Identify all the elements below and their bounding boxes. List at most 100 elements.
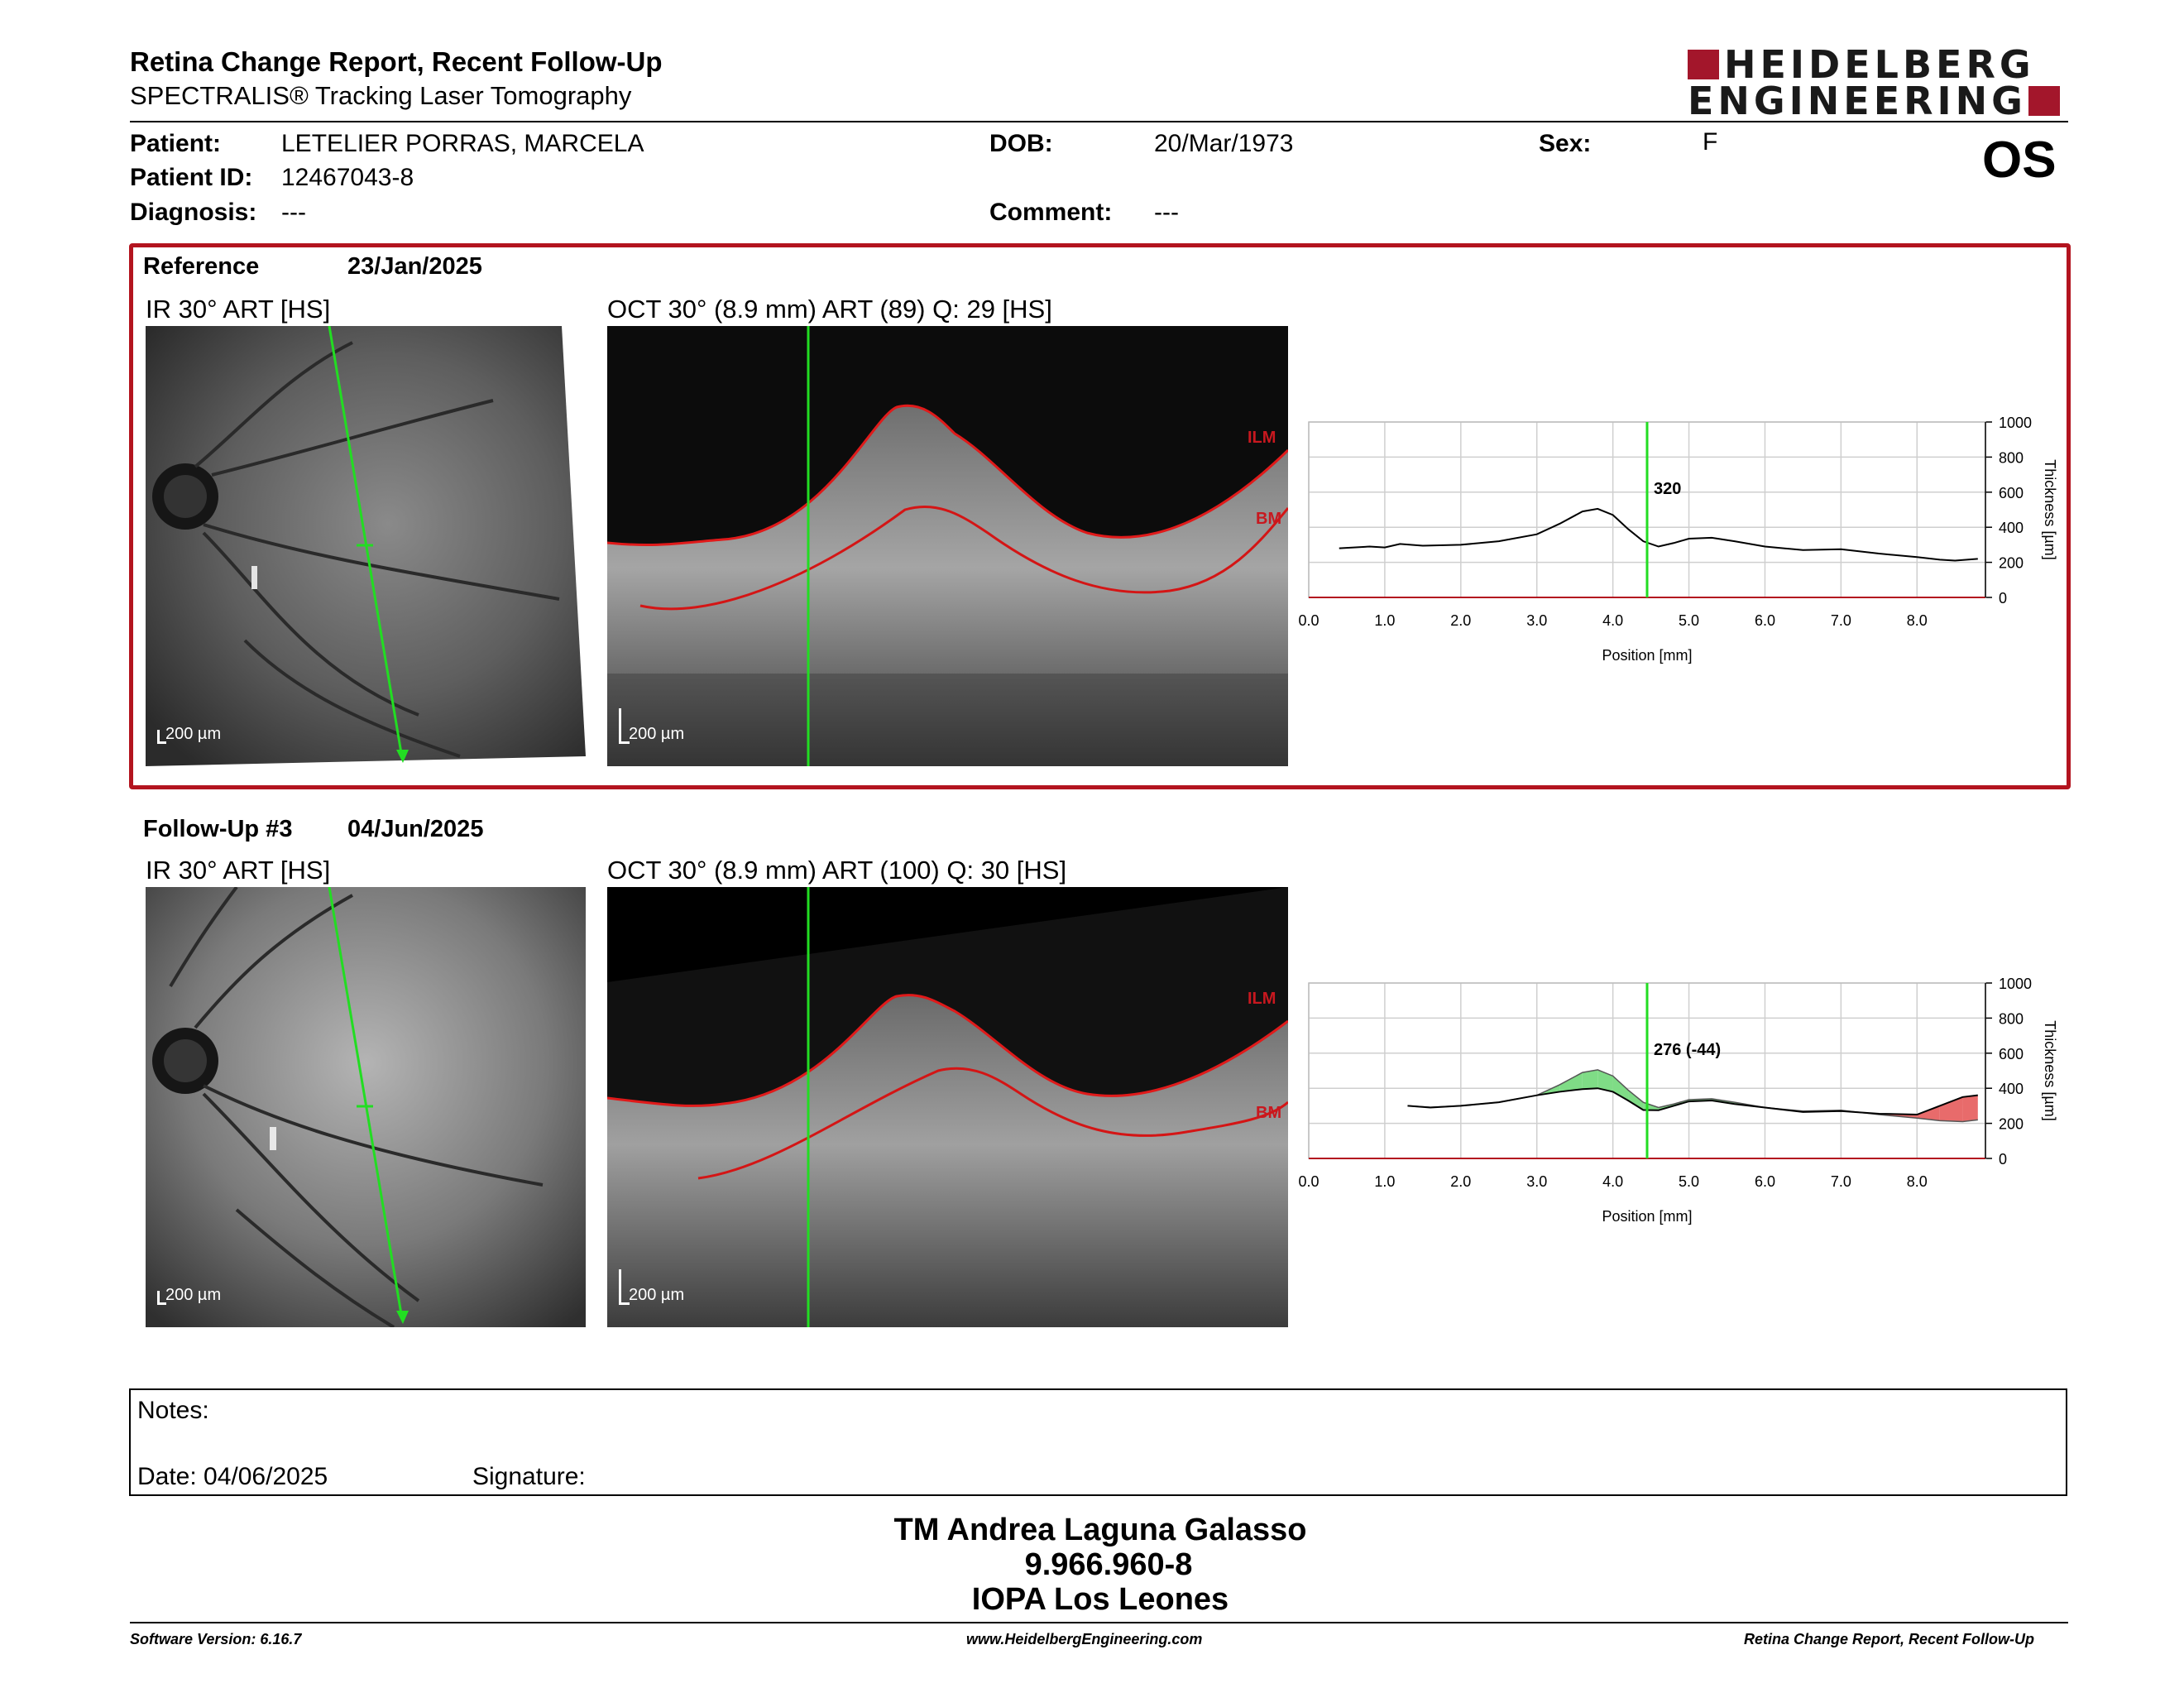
x-tick-label: 7.0 — [1831, 612, 1851, 629]
header-divider — [130, 121, 2068, 122]
brand-square-icon — [1688, 50, 1719, 79]
reference-ir-image[interactable]: 200 µm — [146, 326, 586, 766]
brand-square-icon — [2028, 86, 2060, 116]
report-subtitle: SPECTRALIS® Tracking Laser Tomography — [130, 81, 632, 110]
dob-label: DOB: — [989, 130, 1053, 157]
diagnosis-label: Diagnosis: — [130, 199, 257, 226]
thickness-line — [1339, 507, 1978, 562]
x-tick-label: 6.0 — [1755, 612, 1775, 629]
x-tick-label: 5.0 — [1679, 612, 1699, 629]
marker-value-label: 320 — [1654, 480, 1681, 498]
oct-scale-bar — [619, 708, 630, 744]
change-area — [1612, 1076, 1629, 1101]
y-tick-label: 0 — [1999, 1151, 2007, 1168]
followup-ir-caption: IR 30° ART [HS] — [146, 856, 331, 885]
notes-date: Date: 04/06/2025 — [137, 1463, 328, 1490]
x-tick-label: 4.0 — [1602, 1173, 1623, 1190]
report-title: Retina Change Report, Recent Follow-Up — [130, 46, 663, 77]
x-tick-label: 2.0 — [1450, 612, 1471, 629]
comment-value: --- — [1154, 199, 1179, 226]
y-tick-label: 400 — [1999, 520, 2024, 536]
website-link[interactable]: www.HeidelbergEngineering.com — [966, 1631, 1203, 1647]
followup-label: Follow-Up #3 — [143, 816, 293, 842]
y-tick-label: 1000 — [1999, 976, 2032, 992]
followup-oct-image[interactable]: ILM BM 200 µm — [607, 887, 1288, 1327]
change-area — [1582, 1069, 1598, 1090]
eye-label: OS — [1982, 132, 2057, 189]
reference-oct-caption: OCT 30° (8.9 mm) ART (89) Q: 29 [HS] — [607, 295, 1052, 324]
change-area — [1628, 1090, 1644, 1110]
y-tick-label: 1000 — [1999, 415, 2032, 431]
y-tick-label: 0 — [1999, 590, 2007, 607]
x-tick-label: 7.0 — [1831, 1173, 1851, 1190]
software-version: Software Version: 6.16.7 — [130, 1631, 302, 1647]
diagnosis-value: --- — [281, 199, 306, 226]
patient-id-label: Patient ID: — [130, 164, 253, 191]
signer-id: 9.966.960-8 — [1024, 1547, 1193, 1582]
followup-ilm-label: ILM — [1248, 990, 1276, 1008]
change-area — [1962, 1095, 1978, 1122]
reference-bm-label: BM — [1256, 510, 1282, 528]
x-tick-label: 3.0 — [1526, 612, 1547, 629]
notes-label: Notes: — [137, 1397, 209, 1424]
followup-oct-scale: 200 µm — [629, 1286, 685, 1304]
comment-label: Comment: — [989, 199, 1113, 226]
change-area — [1917, 1105, 1940, 1121]
y-tick-label: 200 — [1999, 1116, 2024, 1133]
x-tick-label: 1.0 — [1374, 612, 1395, 629]
signer-name: TM Andrea Laguna Galasso — [893, 1513, 1307, 1547]
y-tick-label: 800 — [1999, 449, 2024, 466]
change-area — [1597, 1069, 1613, 1092]
reference-oct-scale: 200 µm — [629, 725, 685, 743]
patient-name: LETELIER PORRAS, MARCELA — [281, 130, 644, 157]
x-axis-label: Position [mm] — [1602, 647, 1692, 664]
brand-logo-line1: HEIDELBERG — [1688, 46, 2035, 84]
reference-panel — [129, 243, 2071, 789]
patient-label: Patient: — [130, 130, 222, 157]
signature-label: Signature: — [472, 1463, 586, 1490]
ir-scale-bar — [157, 730, 166, 744]
oct-scale-bar — [619, 1269, 630, 1305]
x-tick-label: 0.0 — [1298, 1173, 1319, 1190]
x-tick-label: 1.0 — [1374, 1173, 1395, 1190]
x-tick-label: 8.0 — [1907, 1173, 1928, 1190]
reference-ir-caption: IR 30° ART [HS] — [146, 295, 331, 324]
followup-bm-label: BM — [1256, 1104, 1282, 1122]
x-tick-label: 0.0 — [1298, 612, 1319, 629]
x-tick-label: 5.0 — [1679, 1173, 1699, 1190]
y-axis-label: Thickness [µm] — [2042, 1020, 2058, 1120]
y-tick-label: 400 — [1999, 1081, 2024, 1097]
reference-ilm-label: ILM — [1248, 429, 1276, 447]
x-tick-label: 3.0 — [1526, 1173, 1547, 1190]
followup-ir-scale: 200 µm — [165, 1286, 222, 1304]
followup-oct-caption: OCT 30° (8.9 mm) ART (100) Q: 30 [HS] — [607, 856, 1067, 885]
reference-thickness-chart: 0 200 400 600 800 1000 0.0 1.0 2.0 3.0 4.0 5.0 6.0 7.… — [1298, 415, 2058, 664]
change-area — [1559, 1072, 1583, 1092]
ir-scale-bar — [157, 1291, 166, 1305]
y-tick-label: 200 — [1999, 555, 2024, 572]
signer-org: IOPA Los Leones — [971, 1582, 1229, 1617]
y-tick-label: 600 — [1999, 1046, 2024, 1062]
footer-report-name: Retina Change Report, Recent Follow-Up — [1744, 1631, 2035, 1647]
notes-box[interactable]: Notes: Date: 04/06/2025 Signature: — [129, 1388, 2067, 1496]
reference-label: Reference — [143, 253, 260, 280]
followup-thickness-chart: 0 200 400 600 800 1000 0.0 1.0 2.0 3.0 4.0 5.0 6.0 7.… — [1298, 976, 2058, 1225]
reference-oct-image[interactable]: ILM BM 200 µm — [607, 326, 1288, 766]
x-tick-label: 4.0 — [1602, 612, 1623, 629]
followup-ir-image[interactable]: 200 µm — [146, 887, 586, 1327]
patient-id: 12467043-8 — [281, 164, 414, 191]
followup-date: 04/Jun/2025 — [347, 816, 484, 842]
change-area — [1939, 1096, 1963, 1122]
sex-value: F — [1703, 128, 1718, 156]
y-tick-label: 600 — [1999, 485, 2024, 501]
y-axis-label: Thickness [µm] — [2042, 459, 2058, 559]
dob-value: 20/Mar/1973 — [1154, 130, 1294, 157]
thickness-line — [1407, 1087, 1978, 1116]
reference-date: 23/Jan/2025 — [347, 253, 482, 280]
x-tick-label: 2.0 — [1450, 1173, 1471, 1190]
brand-logo-line2: ENGINEERING — [1688, 82, 2060, 120]
x-axis-label: Position [mm] — [1602, 1208, 1692, 1225]
footer-divider — [130, 1622, 2068, 1623]
x-tick-label: 6.0 — [1755, 1173, 1775, 1190]
marker-value-label: 276 (-44) — [1654, 1041, 1721, 1059]
